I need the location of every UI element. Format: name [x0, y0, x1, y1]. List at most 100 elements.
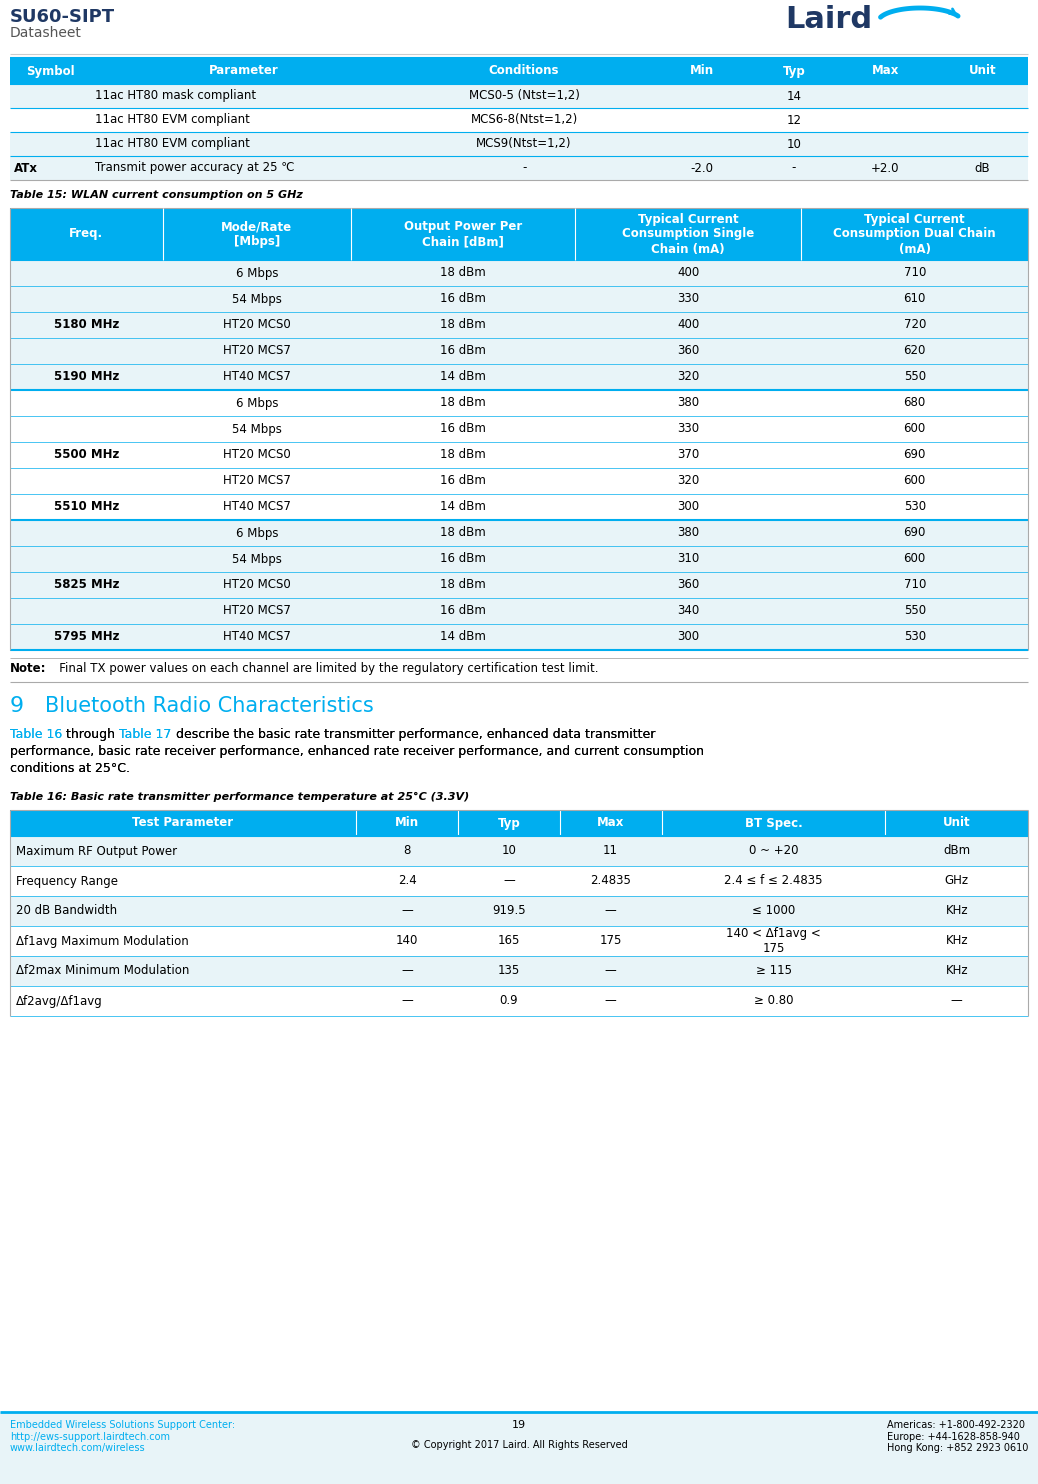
Text: Unit: Unit — [968, 64, 996, 77]
Text: ≥ 115: ≥ 115 — [756, 965, 792, 978]
Text: 400: 400 — [677, 319, 700, 331]
Text: 6 Mbps: 6 Mbps — [236, 527, 278, 540]
Text: 10: 10 — [787, 138, 801, 150]
Text: 12: 12 — [787, 113, 801, 126]
Text: 690: 690 — [903, 527, 926, 540]
Text: Laird: Laird — [785, 4, 872, 34]
Text: 0 ~ +20: 0 ~ +20 — [748, 844, 798, 858]
Bar — [10, 260, 1028, 286]
Text: 690: 690 — [903, 448, 926, 462]
Text: 600: 600 — [904, 423, 926, 435]
Text: 5500 MHz: 5500 MHz — [54, 448, 119, 462]
Text: 320: 320 — [677, 371, 700, 383]
Bar — [10, 926, 1028, 956]
Text: 16 dBm: 16 dBm — [440, 344, 486, 358]
Text: Unit: Unit — [943, 816, 971, 830]
Bar — [10, 835, 1028, 867]
Bar — [10, 108, 1028, 132]
Text: Max: Max — [872, 64, 899, 77]
Text: conditions at 25°C.: conditions at 25°C. — [10, 761, 130, 775]
Text: 16 dBm: 16 dBm — [440, 552, 486, 565]
Text: performance, basic rate receiver performance, enhanced rate receiver performance: performance, basic rate receiver perform… — [10, 745, 704, 758]
Text: 380: 380 — [677, 527, 700, 540]
Text: Typ: Typ — [783, 64, 805, 77]
Text: Table 16: Basic rate transmitter performance temperature at 25°C (3.3V): Table 16: Basic rate transmitter perform… — [10, 792, 469, 801]
Text: —: — — [605, 994, 617, 1008]
Text: Symbol: Symbol — [26, 64, 75, 77]
Text: through: through — [62, 729, 119, 741]
Text: 610: 610 — [903, 292, 926, 306]
Text: SU60-SIPT: SU60-SIPT — [10, 7, 115, 27]
Text: —: — — [605, 905, 617, 917]
Text: 330: 330 — [677, 292, 700, 306]
Text: Embedded Wireless Solutions Support Center:
http://ews-support.lairdtech.com
www: Embedded Wireless Solutions Support Cent… — [10, 1420, 236, 1453]
Text: 6 Mbps: 6 Mbps — [236, 396, 278, 410]
Text: 11ac HT80 EVM compliant: 11ac HT80 EVM compliant — [95, 113, 250, 126]
Text: 54 Mbps: 54 Mbps — [231, 292, 281, 306]
Text: Note:: Note: — [10, 662, 47, 675]
Text: —: — — [401, 905, 413, 917]
Text: HT40 MCS7: HT40 MCS7 — [223, 371, 291, 383]
Text: 2.4 ≤ f ≤ 2.4835: 2.4 ≤ f ≤ 2.4835 — [725, 874, 823, 887]
Text: 330: 330 — [677, 423, 700, 435]
Text: HT20 MCS0: HT20 MCS0 — [223, 448, 291, 462]
Text: ≤ 1000: ≤ 1000 — [752, 905, 795, 917]
Text: Δf1avg Maximum Modulation: Δf1avg Maximum Modulation — [16, 935, 189, 947]
Bar — [10, 571, 1028, 598]
Text: 710: 710 — [903, 579, 926, 592]
Text: 135: 135 — [497, 965, 520, 978]
Text: Conditions: Conditions — [489, 64, 559, 77]
Text: 16 dBm: 16 dBm — [440, 475, 486, 488]
Text: 680: 680 — [904, 396, 926, 410]
Text: —: — — [605, 965, 617, 978]
Text: ≥ 0.80: ≥ 0.80 — [754, 994, 793, 1008]
Text: —: — — [503, 874, 515, 887]
Text: 340: 340 — [677, 604, 700, 617]
Text: -2.0: -2.0 — [690, 162, 714, 175]
Bar — [10, 956, 1028, 985]
Bar — [10, 156, 1028, 180]
Text: 5825 MHz: 5825 MHz — [54, 579, 119, 592]
Text: Table 16: Table 16 — [10, 729, 62, 741]
Text: 550: 550 — [904, 604, 926, 617]
Text: Frequency Range: Frequency Range — [16, 874, 118, 887]
Text: dBm: dBm — [944, 844, 971, 858]
Text: through: through — [62, 729, 119, 741]
Text: Table 15: WLAN current consumption on 5 GHz: Table 15: WLAN current consumption on 5 … — [10, 190, 303, 200]
Text: 530: 530 — [904, 500, 926, 513]
Text: 11: 11 — [603, 844, 618, 858]
Text: 20 dB Bandwidth: 20 dB Bandwidth — [16, 905, 117, 917]
Text: 18 dBm: 18 dBm — [440, 448, 486, 462]
Text: 54 Mbps: 54 Mbps — [231, 423, 281, 435]
Text: HT20 MCS0: HT20 MCS0 — [223, 579, 291, 592]
Text: 19: 19 — [512, 1420, 526, 1431]
Text: Min: Min — [394, 816, 419, 830]
Text: Max: Max — [597, 816, 624, 830]
Text: HT20 MCS7: HT20 MCS7 — [223, 344, 291, 358]
Text: MCS6-8(Ntst=1,2): MCS6-8(Ntst=1,2) — [470, 113, 578, 126]
Text: Output Power Per
Chain [dBm]: Output Power Per Chain [dBm] — [404, 220, 522, 248]
Bar — [10, 985, 1028, 1017]
Text: 600: 600 — [904, 552, 926, 565]
Text: conditions at 25°C.: conditions at 25°C. — [10, 761, 130, 775]
Text: dB: dB — [975, 162, 990, 175]
Text: 5795 MHz: 5795 MHz — [54, 631, 119, 644]
Text: 360: 360 — [677, 344, 700, 358]
Text: Δf2avg/Δf1avg: Δf2avg/Δf1avg — [16, 994, 103, 1008]
Text: 11ac HT80 mask compliant: 11ac HT80 mask compliant — [95, 89, 256, 102]
Text: 0.9: 0.9 — [499, 994, 518, 1008]
Bar — [10, 867, 1028, 896]
Bar — [10, 416, 1028, 442]
Text: 300: 300 — [677, 631, 700, 644]
Text: 600: 600 — [904, 475, 926, 488]
Text: 2.4: 2.4 — [398, 874, 416, 887]
Bar — [10, 286, 1028, 312]
Bar — [10, 132, 1028, 156]
Text: Parameter: Parameter — [210, 64, 279, 77]
Text: —: — — [401, 965, 413, 978]
Bar — [10, 208, 1028, 260]
Text: KHz: KHz — [946, 935, 968, 947]
Text: 919.5: 919.5 — [492, 905, 525, 917]
Text: 2.4835: 2.4835 — [591, 874, 631, 887]
Text: Americas: +1-800-492-2320
Europe: +44-1628-858-940
Hong Kong: +852 2923 0610: Americas: +1-800-492-2320 Europe: +44-16… — [886, 1420, 1028, 1453]
